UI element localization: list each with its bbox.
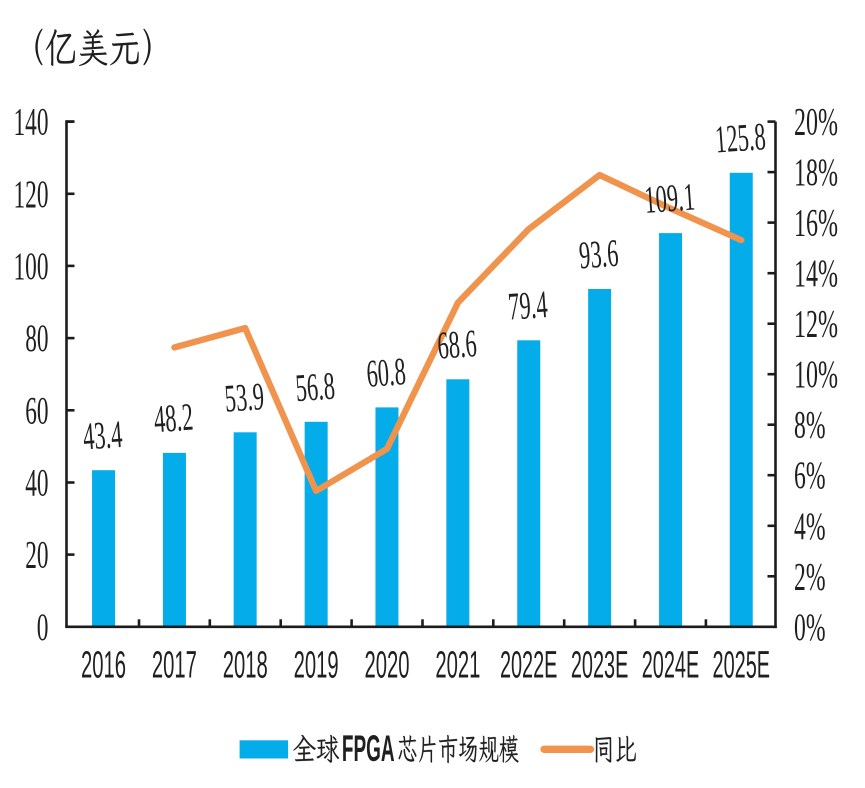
svg-text:4%: 4% xyxy=(794,505,826,548)
svg-text:2%: 2% xyxy=(794,555,826,598)
svg-text:2023E: 2023E xyxy=(571,645,629,687)
svg-text:2020: 2020 xyxy=(365,645,410,687)
svg-text:6%: 6% xyxy=(794,454,826,497)
svg-text:2024E: 2024E xyxy=(642,645,700,687)
svg-text:14%: 14% xyxy=(794,252,838,295)
svg-text:18%: 18% xyxy=(794,151,838,194)
svg-text:68.6: 68.6 xyxy=(436,322,478,368)
svg-text:93.6: 93.6 xyxy=(578,232,620,278)
svg-text:60: 60 xyxy=(25,389,48,432)
svg-text:120: 120 xyxy=(14,173,49,216)
svg-text:0: 0 xyxy=(37,606,49,649)
svg-text:79.4: 79.4 xyxy=(507,283,549,329)
svg-text:2025E: 2025E xyxy=(713,645,771,687)
svg-text:20%: 20% xyxy=(794,101,838,144)
svg-text:48.2: 48.2 xyxy=(152,396,194,442)
svg-text:40: 40 xyxy=(25,462,48,505)
svg-text:2019: 2019 xyxy=(294,645,339,687)
svg-text:2017: 2017 xyxy=(152,645,197,687)
svg-text:2018: 2018 xyxy=(223,645,268,687)
svg-text:100: 100 xyxy=(14,245,49,288)
svg-text:12%: 12% xyxy=(794,303,838,346)
svg-text:2021: 2021 xyxy=(435,645,480,687)
svg-text:16%: 16% xyxy=(794,202,838,245)
svg-text:2016: 2016 xyxy=(81,645,126,687)
svg-text:53.9: 53.9 xyxy=(223,375,265,421)
svg-text:0%: 0% xyxy=(794,606,826,649)
svg-text:43.4: 43.4 xyxy=(82,413,124,459)
svg-text:FPGA: FPGA xyxy=(342,728,395,769)
svg-text:20: 20 xyxy=(25,534,48,577)
svg-text:140: 140 xyxy=(14,101,49,144)
svg-text:80: 80 xyxy=(25,317,48,360)
svg-text:10%: 10% xyxy=(794,353,838,396)
svg-text:125.8: 125.8 xyxy=(714,115,767,161)
svg-text:109.1: 109.1 xyxy=(643,175,696,221)
svg-text:2022E: 2022E xyxy=(500,645,558,687)
svg-text:56.8: 56.8 xyxy=(294,365,336,411)
svg-text:60.8: 60.8 xyxy=(365,350,407,396)
svg-text:8%: 8% xyxy=(794,404,826,447)
